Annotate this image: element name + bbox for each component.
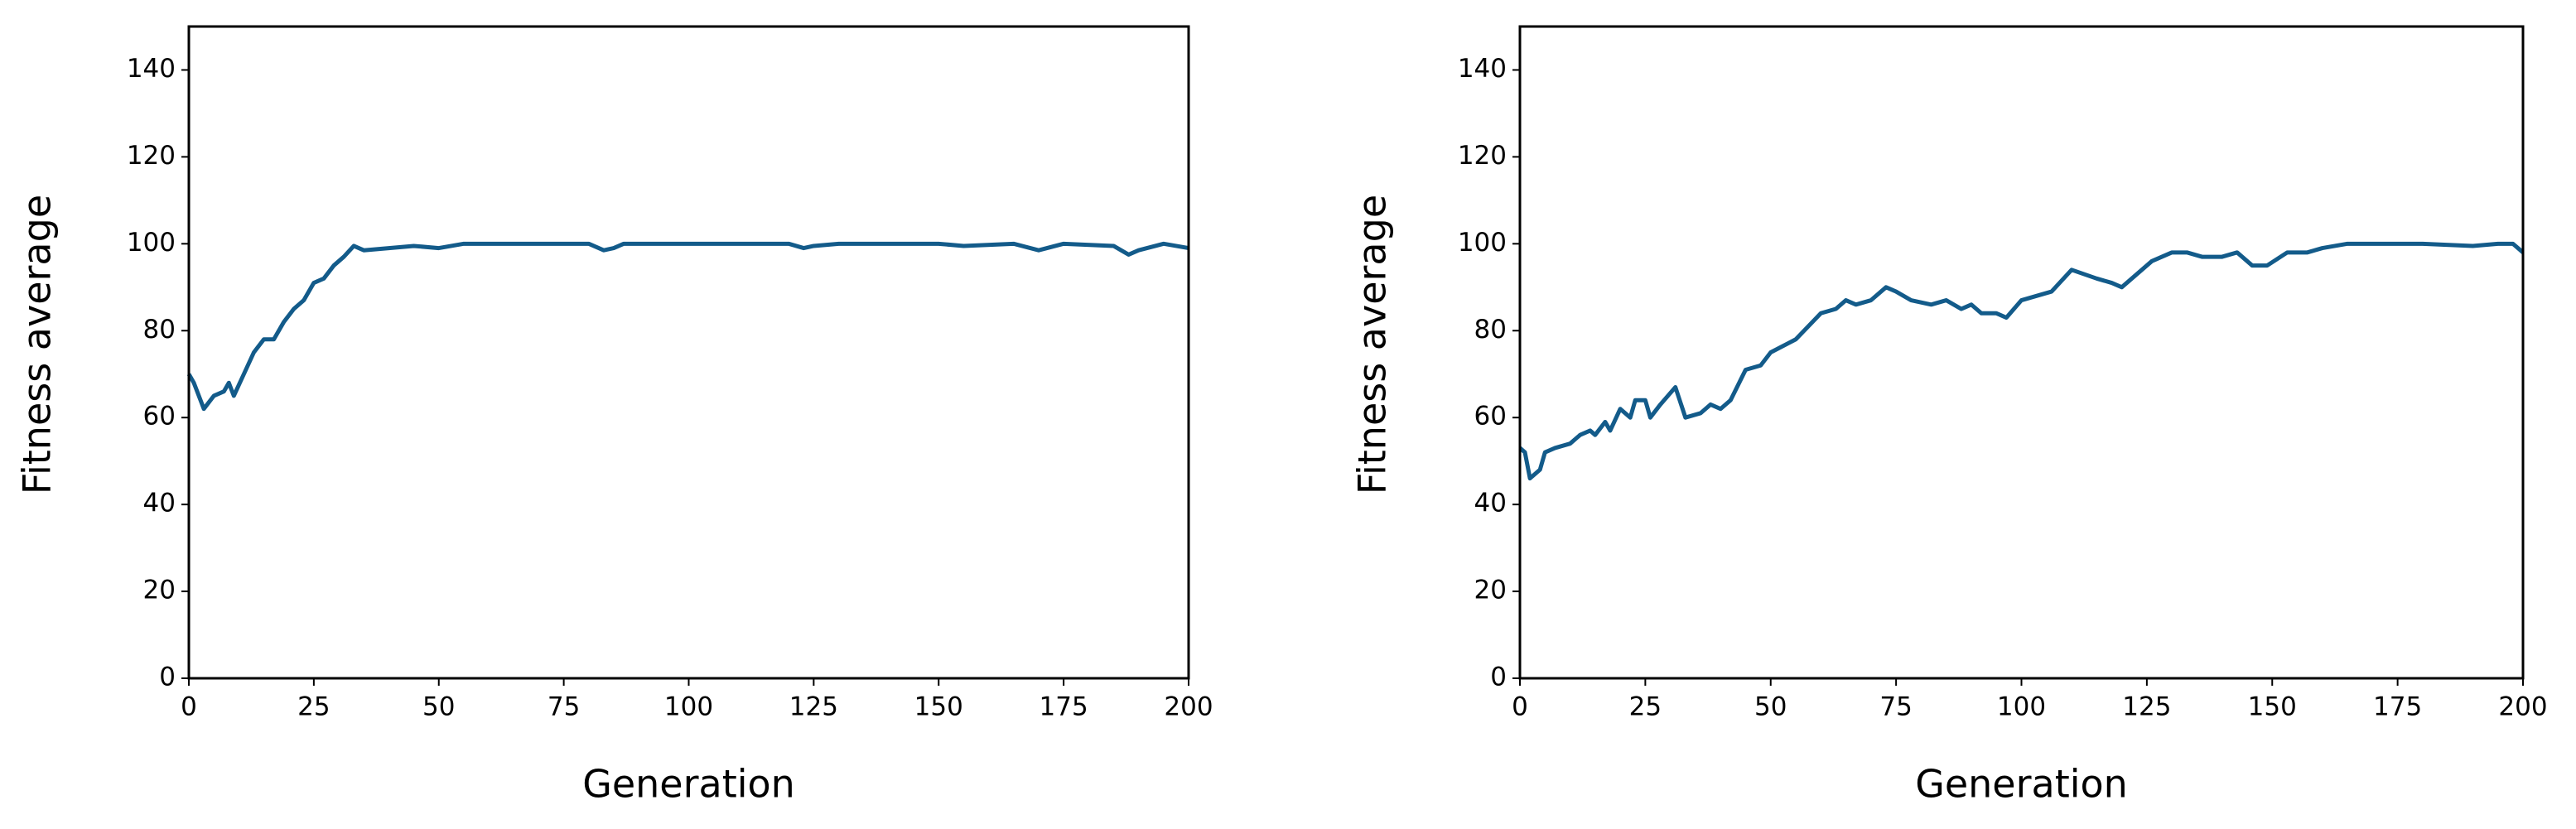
x-tick-label: 50	[422, 692, 455, 722]
y-tick-label: 100	[127, 228, 176, 258]
x-tick-label: 100	[664, 692, 713, 722]
x-tick-label: 175	[2373, 692, 2422, 722]
y-tick-label: 120	[127, 141, 176, 171]
x-tick-label: 175	[1040, 692, 1088, 722]
data-line	[186, 241, 1189, 412]
y-tick-label: 20	[1474, 576, 1507, 605]
y-tick-label: 80	[143, 315, 176, 345]
y-tick-label: 140	[1458, 54, 1507, 84]
plot-frame	[1518, 25, 2525, 680]
x-tick-label: 25	[1629, 692, 1662, 722]
y-tick-label: 100	[1458, 228, 1507, 258]
y-tick-label: 20	[143, 576, 176, 605]
x-tick-label: 125	[2122, 692, 2171, 722]
x-tick-label: 75	[1879, 692, 1912, 722]
x-tick-label: 0	[181, 692, 197, 722]
y-axis-label: Fitness average	[15, 195, 60, 494]
y-tick-label: 40	[143, 489, 176, 518]
y-tick-label: 120	[1458, 141, 1507, 171]
plot-frame	[187, 25, 1190, 680]
x-tick-label: 75	[548, 692, 580, 722]
y-tick-label: 60	[1474, 402, 1507, 431]
x-tick-label: 200	[1164, 692, 1213, 722]
y-axis-label: Fitness average	[1350, 195, 1395, 494]
x-tick-label: 25	[297, 692, 330, 722]
x-tick-label: 125	[789, 692, 838, 722]
y-tick-label: 80	[1474, 315, 1507, 345]
y-tick-label: 140	[127, 54, 176, 84]
x-axis-label: Generation	[582, 762, 795, 807]
x-tick-label: 150	[2248, 692, 2297, 722]
y-tick-label: 60	[143, 402, 176, 431]
x-tick-label: 100	[1997, 692, 2046, 722]
x-tick-label: 50	[1754, 692, 1787, 722]
x-tick-label: 0	[1512, 692, 1528, 722]
x-tick-label: 150	[914, 692, 963, 722]
y-tick-label: 0	[1490, 663, 1507, 692]
data-line	[1518, 241, 2525, 481]
y-tick-label: 40	[1474, 489, 1507, 518]
x-axis-label: Generation	[1915, 762, 2128, 807]
y-tick-label: 0	[159, 663, 176, 692]
x-tick-label: 200	[2498, 692, 2547, 722]
